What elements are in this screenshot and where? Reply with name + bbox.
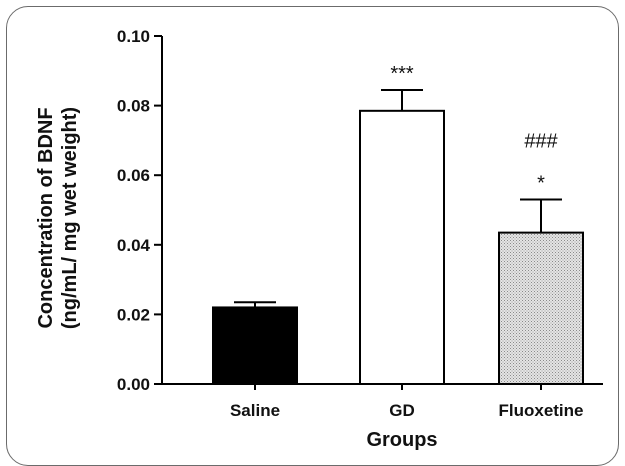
significance-mark: ### <box>524 131 558 153</box>
bar <box>212 306 298 385</box>
bars <box>212 88 584 385</box>
x-tick-label: GD <box>389 401 415 420</box>
y-tick-label: 0.04 <box>117 236 151 255</box>
y-tick-label: 0.06 <box>117 166 150 185</box>
bar <box>498 231 584 385</box>
y-tick-label: 0.08 <box>117 97 150 116</box>
x-tick-label: Fluoxetine <box>498 401 583 420</box>
y-axis-title-line: Concentration of BDNF <box>35 107 57 328</box>
y-axis-label: Concentration of BDNF (ng/mL/ mg wet weig… <box>35 107 81 329</box>
significance-mark: * <box>537 173 545 195</box>
y-tick-label: 0.02 <box>117 305 150 324</box>
bar-group-saline <box>212 301 298 385</box>
y-tick-label: 0.00 <box>117 375 150 394</box>
x-tick-label: Saline <box>230 401 280 420</box>
bar <box>359 109 445 385</box>
bar-group-gd <box>359 88 445 385</box>
bar-chart: Concentration of BDNF (ng/mL/ mg wet weig… <box>35 27 603 451</box>
y-axis-title-line: (ng/mL/ mg wet weight) <box>59 107 81 329</box>
x-tick-labels: Saline GD Fluoxetine <box>230 384 584 420</box>
x-axis-title: Groups <box>366 429 437 451</box>
y-tick-label: 0.10 <box>117 27 150 46</box>
significance-mark: *** <box>390 63 414 85</box>
bar-group-fluoxetine <box>498 198 584 385</box>
annotations: *** ### * <box>390 63 558 195</box>
